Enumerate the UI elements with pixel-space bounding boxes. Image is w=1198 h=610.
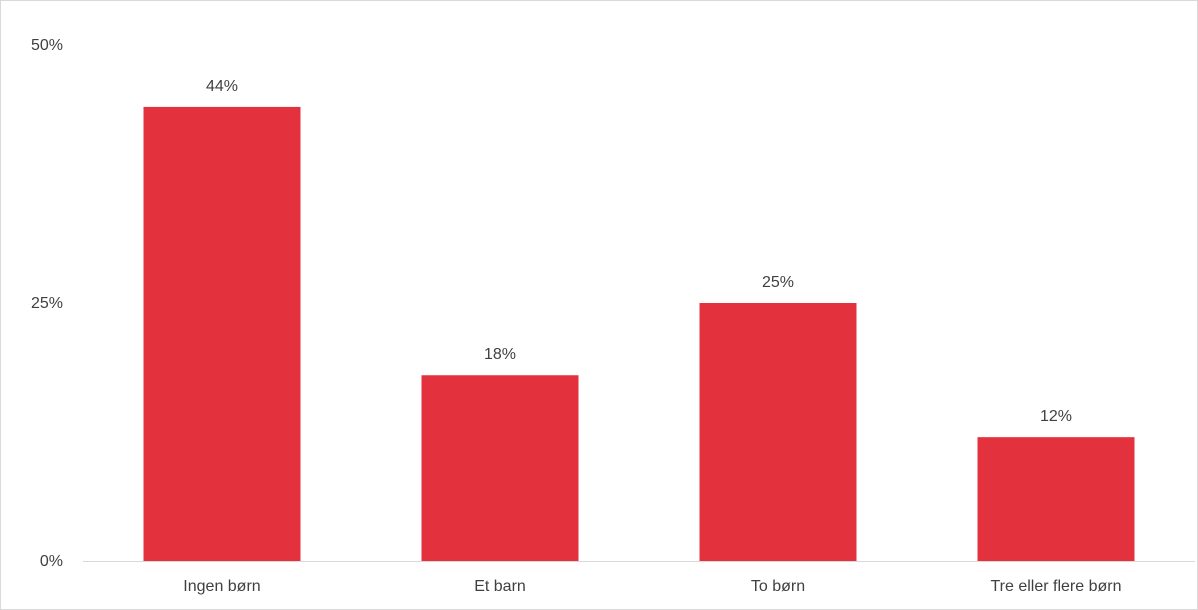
bar [977, 437, 1135, 561]
y-tick-label: 0% [40, 553, 63, 570]
y-tick-label: 50% [31, 37, 63, 54]
data-label: 18% [484, 346, 516, 363]
data-labels: 44% 18% 25% 12% [206, 78, 1072, 425]
bar [699, 303, 857, 561]
x-axis: Ingen børn Et barn To børn Tre eller flere … [183, 578, 1121, 595]
bar [143, 106, 301, 562]
y-tick-label: 25% [31, 295, 63, 312]
category-label: Ingen børn [183, 578, 260, 595]
data-label: 44% [206, 78, 238, 95]
category-label: Tre eller flere børn [991, 578, 1122, 595]
bars [143, 106, 1135, 562]
data-label: 12% [1040, 408, 1072, 425]
category-label: To børn [751, 578, 805, 595]
category-label: Et barn [474, 578, 526, 595]
bar [421, 375, 579, 561]
y-axis: 0% 25% 50% [31, 37, 63, 570]
data-label: 25% [762, 274, 794, 291]
